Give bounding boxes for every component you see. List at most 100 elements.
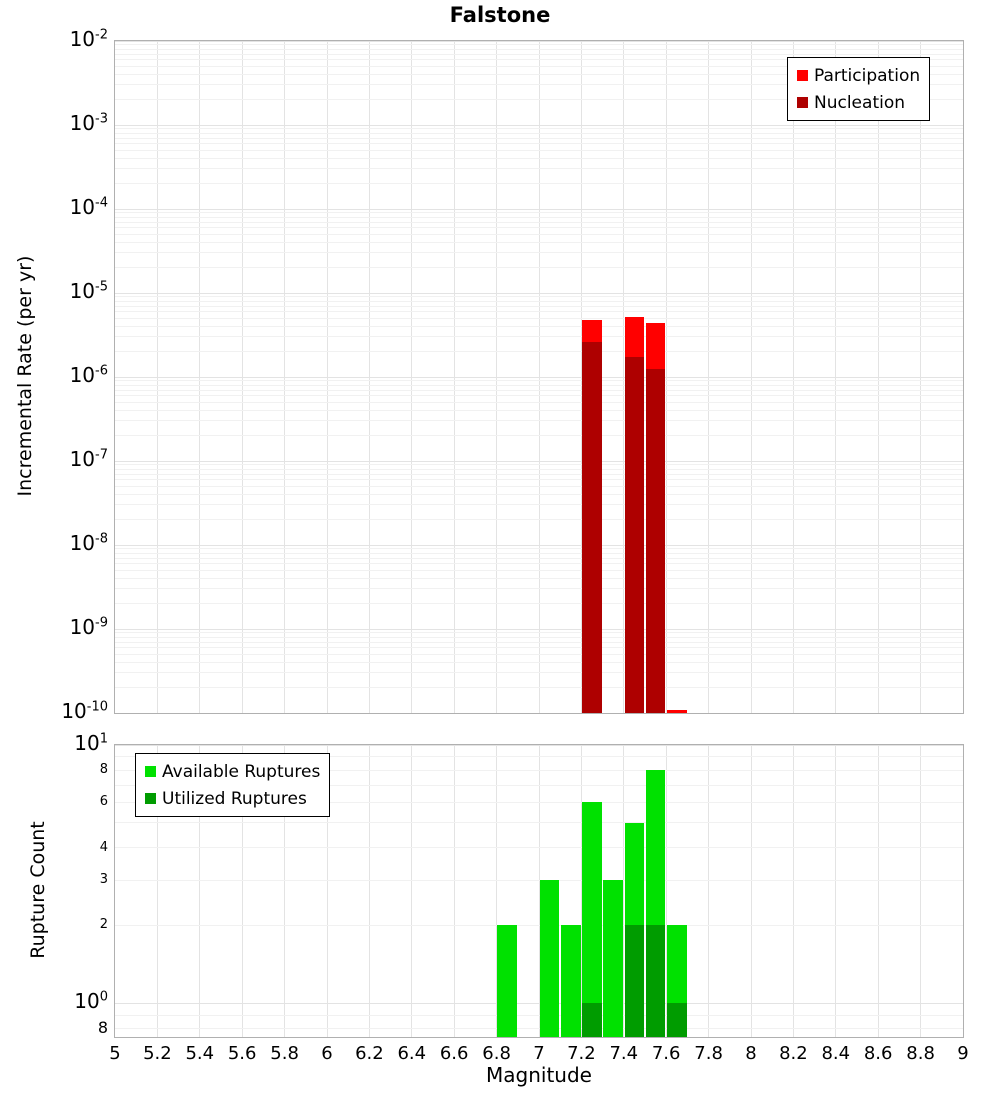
gridline-minor (115, 300, 963, 302)
x-tick-label: 7.6 (651, 1043, 681, 1064)
gridline-vertical (368, 745, 370, 1037)
gridline-vertical (750, 745, 752, 1037)
gridline-minor (115, 641, 963, 643)
x-tick-label: 5 (109, 1043, 121, 1064)
gridline-major (115, 208, 963, 210)
gridline-minor (115, 267, 963, 269)
count-y-tick-label: 101 (74, 731, 108, 755)
gridline-minor (115, 44, 963, 46)
gridline-minor (115, 212, 963, 214)
legend-label-utilized: Utilized Ruptures (162, 788, 307, 809)
x-tick-label: 6.6 (439, 1043, 469, 1064)
gridline-minor (115, 519, 963, 521)
gridline-major (115, 41, 963, 42)
bar-available-ruptures (561, 925, 581, 1037)
gridline-vertical (580, 745, 582, 1037)
gridline-vertical (326, 745, 328, 1037)
utilized-swatch-icon (145, 793, 156, 804)
count-y-minor-tick-label: 8 (97, 1018, 108, 1038)
bar-utilized-ruptures (667, 1003, 687, 1037)
gridline-major (115, 712, 963, 713)
rate-y-tick-label: 10-9 (69, 615, 108, 639)
rate-y-tick-label: 10-4 (69, 195, 108, 219)
bar-participation (667, 709, 687, 713)
count-legend: Available Ruptures Utilized Ruptures (135, 753, 331, 817)
gridline-minor (115, 847, 963, 849)
legend-item-utilized: Utilized Ruptures (145, 785, 320, 812)
gridline-minor (115, 99, 963, 101)
gridline-vertical (241, 745, 243, 1037)
gridline-vertical (623, 745, 625, 1037)
gridline-vertical (156, 745, 158, 1037)
gridline-minor (115, 73, 963, 75)
gridline-minor (115, 435, 963, 437)
gridline-minor (115, 216, 963, 218)
bar-available-ruptures (497, 925, 517, 1037)
gridline-minor (115, 672, 963, 674)
gridline-minor (115, 241, 963, 243)
rate-plot-panel (114, 40, 964, 714)
x-tick-label: 8.8 (906, 1043, 935, 1064)
gridline-minor (115, 384, 963, 386)
rate-y-tick-label: 10-5 (69, 279, 108, 303)
gridline-minor (115, 48, 963, 50)
gridline-vertical (538, 745, 540, 1037)
legend-item-participation: Participation (797, 62, 920, 89)
x-tick-label: 5.8 (270, 1043, 299, 1064)
gridline-minor (115, 183, 963, 185)
gridline-major (115, 124, 963, 126)
gridline-minor (115, 168, 963, 170)
bar-available-ruptures (582, 802, 602, 1037)
gridline-minor (115, 632, 963, 634)
gridline-minor (115, 756, 963, 758)
x-tick-label: 7.4 (609, 1043, 639, 1064)
gridline-minor (115, 296, 963, 298)
chart-title: Falstone (449, 3, 551, 27)
rate-legend: Participation Nucleation (787, 57, 931, 121)
bar-available-ruptures (603, 880, 623, 1037)
x-tick-label: 8.4 (821, 1043, 851, 1064)
gridline-vertical (411, 745, 413, 1037)
nucleation-swatch-icon (797, 97, 808, 108)
gridline-minor (115, 603, 963, 605)
gridline-minor (115, 128, 963, 130)
x-tick-label: 7 (533, 1043, 545, 1064)
gridline-minor (115, 380, 963, 382)
gridline-minor (115, 769, 963, 771)
gridline-minor (115, 84, 963, 86)
legend-label-available: Available Ruptures (162, 761, 321, 782)
gridline-minor (115, 53, 963, 55)
bar-utilized-ruptures (645, 925, 666, 1037)
gridline-minor (115, 879, 963, 881)
gridline-minor (115, 252, 963, 254)
x-tick-label: 9 (957, 1043, 969, 1064)
gridline-minor (115, 647, 963, 649)
gridline-major (115, 628, 963, 630)
gridline-minor (115, 401, 963, 403)
gridline-minor (115, 552, 963, 554)
count-y-minor-tick-label: 6 (99, 794, 108, 810)
rate-y-tick-label: 10-2 (69, 27, 108, 51)
bar-nucleation (624, 356, 645, 713)
gridline-vertical (453, 745, 455, 1037)
bar-available-ruptures (539, 880, 560, 1037)
gridline-minor (115, 351, 963, 353)
x-tick-label: 8 (745, 1043, 757, 1064)
bar-nucleation (645, 368, 666, 713)
count-y-minor-tick-label: 3 (99, 872, 108, 888)
gridline-minor (115, 563, 963, 565)
gridline-major (115, 376, 963, 378)
x-tick-label: 5.2 (143, 1043, 172, 1064)
gridline-major (115, 544, 963, 546)
x-tick-label: 6.2 (355, 1043, 384, 1064)
gridline-minor (115, 1014, 963, 1016)
gridline-minor (115, 149, 963, 151)
gridline-minor (115, 468, 963, 470)
gridline-minor (115, 221, 963, 223)
x-tick-label: 5.6 (227, 1043, 257, 1064)
gridline-vertical (792, 745, 794, 1037)
bar-nucleation (582, 342, 602, 713)
participation-swatch-icon (797, 70, 808, 81)
x-tick-label: 5.4 (185, 1043, 215, 1064)
gridline-minor (115, 143, 963, 145)
